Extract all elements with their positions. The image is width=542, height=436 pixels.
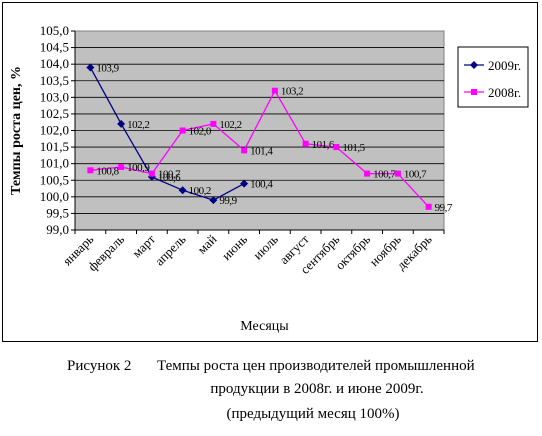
data-label: 101,6: [312, 139, 335, 151]
y-tick-label: 100,5: [40, 172, 69, 187]
legend-label: 2008г.: [488, 85, 521, 100]
price-growth-chart: 99,099,5100,0100,5101,0101,5102,0102,510…: [9, 23, 529, 334]
data-point: [118, 163, 125, 170]
data-point: [364, 170, 371, 177]
series-line-2: [90, 89, 430, 208]
figure-number: Рисунок 2: [67, 358, 132, 374]
y-tick-label: 101,5: [40, 139, 69, 154]
data-point: [333, 144, 340, 151]
y-tick-label: 100,0: [40, 189, 69, 204]
data-point: [394, 170, 401, 177]
legend-label: 2009г.: [488, 58, 521, 73]
data-label: 100,6: [158, 172, 181, 184]
y-tick-label: 103,0: [40, 89, 69, 104]
data-point: [87, 167, 94, 174]
legend-marker: [471, 89, 477, 95]
data-label: 100,9: [127, 162, 150, 174]
y-tick-label: 104,5: [40, 40, 69, 55]
data-point: [179, 127, 186, 134]
y-axis-title: Темпы роста цен, %: [9, 66, 24, 195]
x-tick-label: октябрь: [332, 231, 373, 272]
data-label: 102,2: [127, 119, 149, 131]
x-tick-label: июнь: [219, 231, 251, 263]
y-tick-label: 99,5: [46, 205, 69, 220]
data-label: 100,2: [189, 185, 211, 197]
data-label: 99,9: [219, 195, 237, 207]
legend-box: [457, 46, 529, 108]
series-line-1: [89, 67, 245, 201]
y-tick-label: 102,5: [40, 106, 69, 121]
data-label: 100,7: [373, 169, 396, 181]
data-label: 101,4: [250, 145, 273, 157]
data-point: [86, 63, 95, 72]
figure-caption-title: Темпы роста цен производителей промышлен…: [157, 358, 475, 374]
data-label: 102,0: [189, 126, 212, 138]
data-point: [241, 147, 248, 154]
y-tick-label: 102,0: [40, 123, 69, 138]
data-label: 99,7: [435, 202, 453, 214]
data-point: [178, 186, 187, 195]
data-label: 100,8: [96, 165, 119, 177]
data-label: 103,9: [96, 62, 119, 74]
figure-caption-line3: (предыдущий месяц 100%): [226, 406, 400, 422]
y-tick-label: 103,5: [40, 73, 69, 88]
y-tick-label: 101,0: [40, 156, 69, 171]
x-tick-label: апрель: [152, 231, 189, 268]
data-label: 103,2: [281, 86, 303, 98]
figure-caption-line2: продукции в 2008г. и июне 2009г.: [210, 381, 424, 397]
y-tick-label: 99,0: [46, 222, 69, 237]
x-axis-title: Месяцы: [240, 319, 289, 334]
data-label: 101,5: [342, 142, 365, 154]
data-label: 100,4: [250, 179, 273, 191]
data-point: [117, 119, 126, 128]
data-point: [210, 120, 217, 127]
data-label: 102,2: [219, 119, 241, 131]
data-label: 100,7: [404, 169, 427, 181]
data-label: 100,7: [158, 169, 181, 181]
y-tick-label: 104,0: [40, 56, 69, 71]
data-point: [425, 203, 432, 210]
x-tick-label: май: [194, 231, 219, 256]
data-point: [209, 196, 218, 205]
data-point: [148, 170, 155, 177]
data-point: [240, 179, 249, 188]
y-tick-label: 105,0: [40, 23, 69, 38]
legend-marker: [470, 61, 478, 69]
x-tick-label: декабрь: [394, 231, 435, 272]
data-point: [302, 140, 309, 147]
data-point: [271, 87, 278, 94]
